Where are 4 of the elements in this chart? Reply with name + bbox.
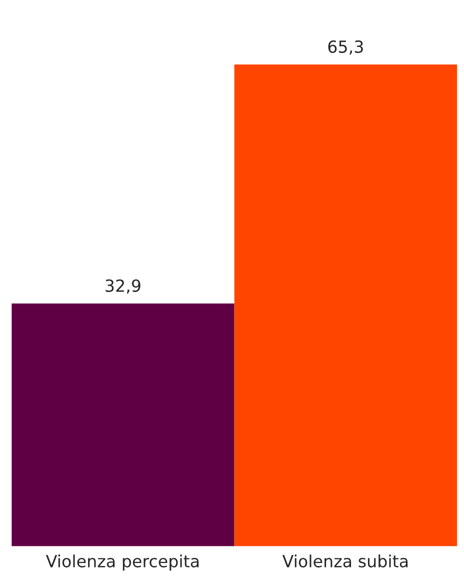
data-label: 65,3 xyxy=(328,40,363,55)
x-tick-label: Violenza percepita xyxy=(46,554,199,571)
data-label: 32,9 xyxy=(106,279,140,294)
x-tick-label: Violenza subita xyxy=(282,554,408,568)
